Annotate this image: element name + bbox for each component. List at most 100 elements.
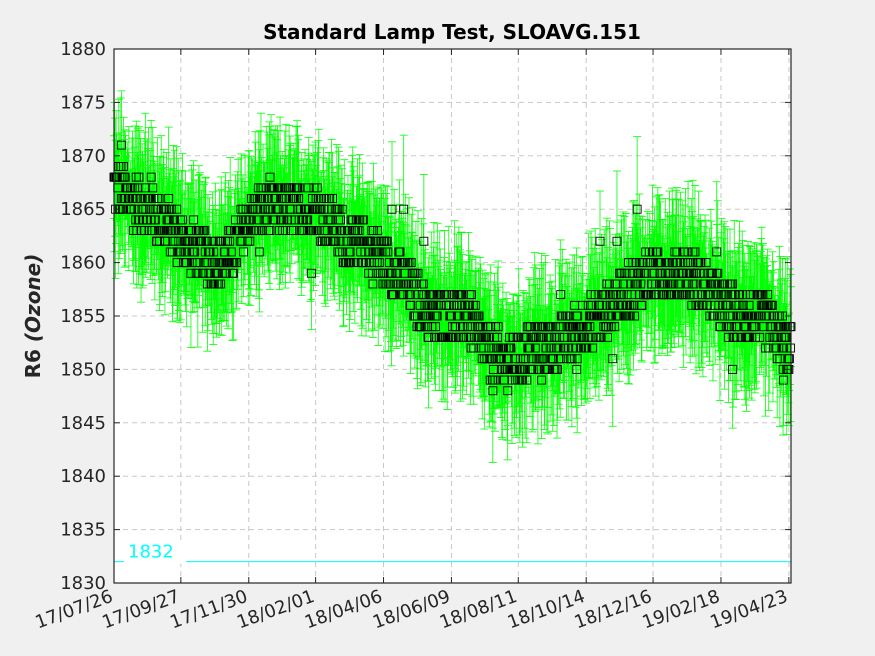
- data-point: [294, 194, 304, 203]
- data-point: [343, 226, 353, 236]
- data-point: [368, 279, 378, 289]
- data-point: [167, 247, 177, 257]
- data-point: [525, 343, 535, 353]
- data-point: [228, 268, 238, 278]
- data-point: [503, 354, 513, 364]
- data-point: [395, 247, 405, 257]
- data-points: [109, 90, 796, 463]
- data-point: [119, 162, 129, 171]
- data-point: [345, 247, 355, 257]
- data-point: [374, 258, 384, 268]
- data-point: [179, 247, 189, 257]
- data-point: [418, 279, 428, 289]
- data-point: [338, 247, 348, 257]
- data-point: [278, 204, 288, 214]
- data-point: [567, 354, 577, 364]
- data-point: [232, 258, 242, 268]
- data-point: [640, 268, 650, 278]
- data-point: [675, 279, 685, 289]
- data-point: [140, 183, 150, 193]
- data-point: [506, 343, 516, 353]
- data-point: [522, 375, 532, 385]
- data-point: [190, 247, 200, 257]
- data-point: [198, 268, 208, 278]
- data-point: [462, 322, 472, 332]
- data-point: [556, 322, 566, 332]
- data-point: [253, 204, 263, 214]
- data-point: [467, 290, 477, 300]
- data-point: [174, 236, 184, 246]
- data-point: [389, 290, 399, 300]
- data-point: [262, 194, 272, 203]
- data-point: [239, 247, 248, 257]
- data-point: [607, 311, 617, 321]
- data-point: [521, 354, 531, 364]
- data-point: [312, 183, 322, 193]
- data-point: [559, 332, 569, 342]
- data-point: [488, 364, 498, 374]
- data-point: [189, 215, 199, 225]
- data-point: [225, 236, 235, 246]
- data-point: [177, 215, 187, 225]
- data-point: [538, 354, 548, 364]
- data-point: [245, 215, 255, 225]
- data-point: [618, 279, 628, 289]
- data-point: [245, 236, 255, 246]
- data-point: [650, 268, 660, 278]
- data-point: [265, 226, 275, 236]
- data-point: [328, 194, 338, 203]
- data-point: [469, 343, 479, 353]
- data-point: [226, 247, 236, 257]
- data-point: [187, 226, 196, 236]
- data-point: [436, 300, 446, 310]
- data-point: [638, 258, 648, 268]
- data-point: [564, 343, 574, 353]
- data-point: [626, 290, 636, 300]
- data-point: [614, 311, 624, 321]
- data-point: [392, 268, 402, 278]
- data-point: [479, 343, 489, 353]
- data-point: [431, 322, 440, 332]
- data-point: [336, 215, 346, 225]
- data-point: [419, 290, 429, 300]
- data-point: [382, 236, 392, 246]
- data-point: [164, 194, 174, 203]
- data-point: [202, 236, 212, 246]
- data-point: [555, 354, 565, 364]
- data-point: [543, 364, 553, 374]
- data-point: [486, 322, 496, 332]
- data-point: [415, 300, 425, 310]
- data-point: [406, 300, 416, 310]
- data-point: [444, 290, 454, 300]
- data-point: [270, 215, 280, 225]
- data-point: [530, 343, 540, 353]
- data-point: [616, 290, 626, 300]
- data-point: [383, 247, 393, 257]
- data-point: [354, 226, 364, 236]
- data-point: [493, 332, 503, 342]
- data-point: [416, 322, 426, 332]
- data-point: [546, 322, 556, 332]
- data-point: [432, 311, 442, 321]
- data-point: [665, 268, 675, 278]
- data-point: [582, 343, 592, 353]
- data-point: [319, 204, 329, 214]
- data-point: [303, 215, 313, 225]
- data-point: [166, 204, 176, 214]
- data-point: [457, 290, 466, 300]
- data-point: [241, 204, 251, 214]
- data-point: [326, 215, 336, 225]
- data-point: [258, 226, 268, 236]
- data-point: [547, 343, 557, 353]
- data-point: [653, 247, 663, 257]
- data-point: [216, 279, 226, 289]
- data-point: [588, 343, 598, 353]
- data-point: [280, 226, 290, 236]
- data-point: [484, 332, 494, 342]
- data-point: [271, 194, 281, 203]
- data-point: [209, 247, 219, 257]
- data-point: [182, 258, 192, 268]
- data-point: [254, 215, 264, 225]
- data-point: [186, 268, 196, 278]
